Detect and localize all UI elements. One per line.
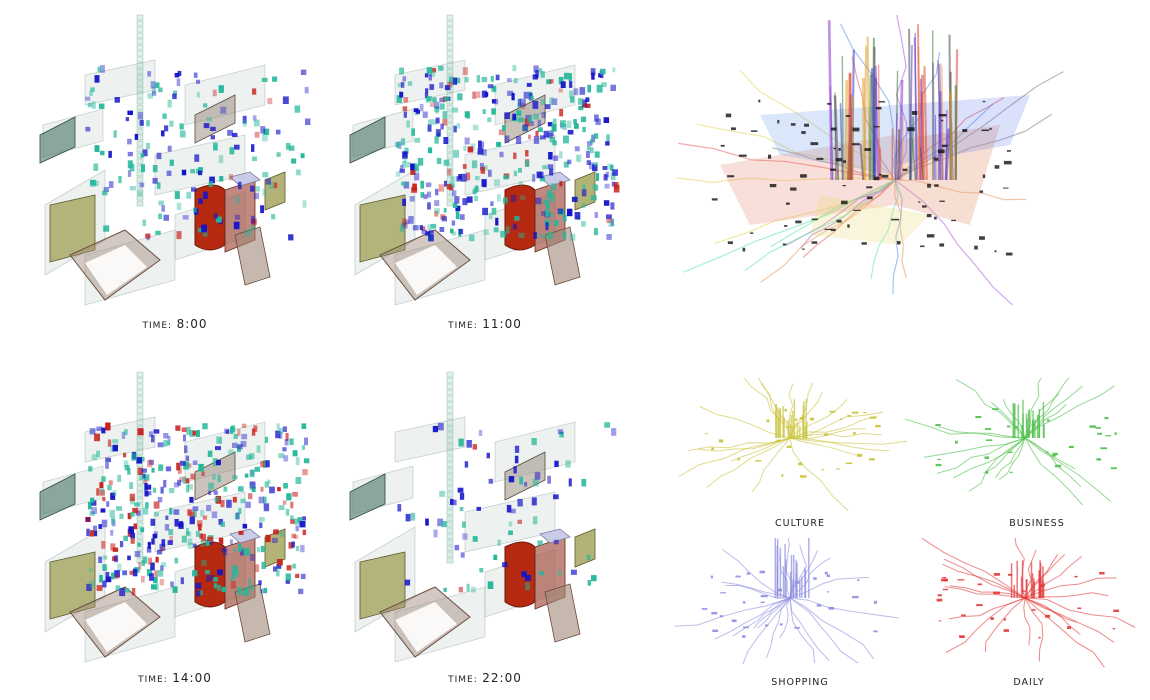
buildings xyxy=(349,416,596,663)
building-block xyxy=(395,245,457,295)
category-label: BUSINESS xyxy=(1009,518,1065,529)
time-panel-11: TIME: 11:00 xyxy=(335,5,635,345)
category-lines xyxy=(678,378,907,512)
building-block xyxy=(264,171,286,211)
category-lines xyxy=(905,378,1115,506)
time-caption: TIME: 8:00 xyxy=(110,317,240,331)
building-block xyxy=(359,551,406,620)
building-block xyxy=(85,245,147,295)
building-block xyxy=(349,473,386,521)
category-fragments xyxy=(935,408,1117,474)
network-spikes xyxy=(827,20,959,181)
building-block xyxy=(229,171,261,187)
building-block xyxy=(349,116,386,164)
category-panel-business: BUSINESS xyxy=(905,378,1145,533)
time-key: TIME: xyxy=(448,321,478,331)
time-caption: TIME: 22:00 xyxy=(420,671,550,685)
category-label: SHOPPING xyxy=(771,677,829,688)
category-fragments xyxy=(701,570,878,638)
isometric-block-diagram xyxy=(39,371,310,663)
building-block xyxy=(49,194,96,263)
tower-column xyxy=(136,371,144,564)
activity-blocks xyxy=(85,422,310,597)
category-label: CULTURE xyxy=(775,518,825,529)
category-network-diagram xyxy=(905,378,1117,506)
building-block xyxy=(49,551,96,620)
combined-network-diagram xyxy=(670,15,1140,350)
building-block xyxy=(395,602,457,652)
time-value: 8:00 xyxy=(176,317,208,331)
building-block xyxy=(39,116,76,164)
time-value: 22:00 xyxy=(482,671,522,685)
category-panel-culture: CULTURE xyxy=(670,378,910,533)
category-network-diagram xyxy=(921,538,1136,668)
category-panel-shopping: SHOPPING xyxy=(670,538,910,696)
time-panel-22: TIME: 22:00 xyxy=(335,362,635,698)
ghost-building xyxy=(84,59,156,106)
building-block xyxy=(504,451,546,501)
category-spikes xyxy=(1010,560,1045,598)
time-panel-8: TIME: 8:00 xyxy=(25,5,325,345)
time-panel-14: TIME: 14:00 xyxy=(25,362,325,698)
tower-column xyxy=(446,371,454,564)
building-block xyxy=(85,602,147,652)
time-key: TIME: xyxy=(142,321,173,331)
buildings xyxy=(39,59,286,306)
activity-blocks xyxy=(85,65,311,241)
building-block xyxy=(234,226,271,286)
category-lines xyxy=(921,538,1136,668)
time-key: TIME: xyxy=(138,675,168,685)
city-network-diagram xyxy=(675,15,1064,306)
isometric-block-diagram xyxy=(39,14,311,306)
time-key: TIME: xyxy=(448,675,478,685)
ghost-building xyxy=(154,134,246,196)
category-lines xyxy=(674,538,900,664)
building-red xyxy=(504,541,536,608)
tower-column xyxy=(136,14,144,207)
category-fragments xyxy=(705,408,881,478)
category-panel-daily: DAILY xyxy=(905,538,1145,696)
category-network-diagram xyxy=(674,538,900,664)
category-network-diagram xyxy=(678,378,907,512)
activity-blocks xyxy=(397,422,617,593)
building-block xyxy=(229,528,261,544)
category-spikes xyxy=(775,399,808,438)
building-block xyxy=(194,94,236,144)
time-caption: TIME: 14:00 xyxy=(110,671,240,685)
activity-blocks xyxy=(395,65,620,242)
network-fragments xyxy=(711,99,1013,256)
building-block xyxy=(539,528,571,544)
building-block xyxy=(539,171,571,187)
time-value: 11:00 xyxy=(482,317,522,331)
building-block xyxy=(574,528,596,568)
building-red xyxy=(504,184,536,251)
category-label: DAILY xyxy=(1013,677,1045,688)
building-block xyxy=(359,194,406,263)
ghost-building xyxy=(394,416,466,463)
category-spikes xyxy=(1012,399,1045,438)
isometric-block-diagram xyxy=(349,14,620,306)
building-block xyxy=(544,226,581,286)
isometric-block-diagram xyxy=(349,371,617,663)
category-spikes xyxy=(774,538,810,598)
building-block xyxy=(39,473,76,521)
time-value: 14:00 xyxy=(172,671,212,685)
ghost-building xyxy=(394,59,466,106)
category-fragments xyxy=(936,572,1120,639)
building-block xyxy=(544,583,581,643)
time-caption: TIME: 11:00 xyxy=(420,317,550,331)
